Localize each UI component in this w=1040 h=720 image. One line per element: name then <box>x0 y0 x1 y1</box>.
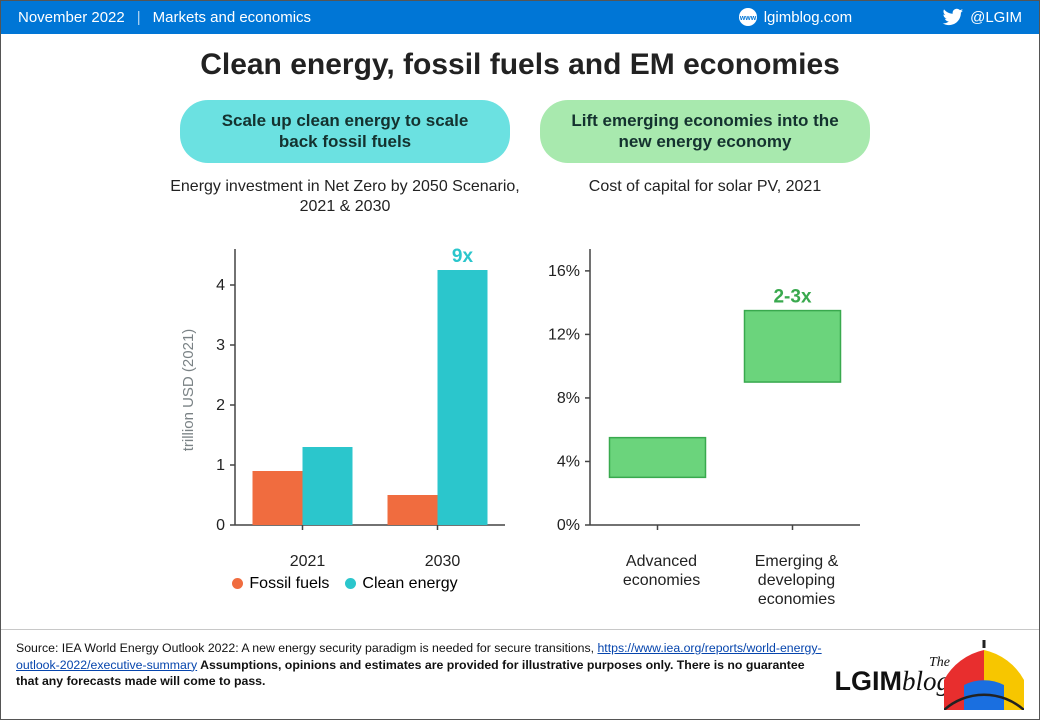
svg-text:0: 0 <box>216 517 225 534</box>
page-title: Clean energy, fossil fuels and EM econom… <box>20 48 1020 82</box>
svg-text:trillion USD (2021): trillion USD (2021) <box>180 328 197 451</box>
right-chart: 0% 4% 8% 12% 16% 2-3x <box>540 227 870 552</box>
header-date: November 2022 <box>18 9 125 26</box>
left-chart: 0 1 2 3 4 trillion USD (2021) 9x <box>170 227 520 552</box>
x-category-label: 2030 <box>375 552 510 571</box>
footer: Source: IEA World Energy Outlook 2022: A… <box>0 629 1040 720</box>
left-pill: Scale up clean energy to scale back foss… <box>180 100 510 163</box>
svg-text:9x: 9x <box>452 246 474 267</box>
panels-row: Scale up clean energy to scale back foss… <box>20 100 1020 609</box>
header-handle-text: @LGIM <box>970 9 1022 26</box>
svg-text:4%: 4% <box>557 453 580 470</box>
globe-icon: www <box>738 7 758 27</box>
header-category: Markets and economics <box>153 9 311 26</box>
footer-source-prefix: Source: IEA World Energy Outlook 2022: A… <box>16 641 597 655</box>
x-category-label: Advanced economies <box>594 552 729 610</box>
legend-label: Fossil fuels <box>249 575 329 593</box>
left-legend: Fossil fuels Clean energy <box>232 575 457 593</box>
svg-text:2: 2 <box>216 397 225 414</box>
svg-text:www: www <box>739 15 757 22</box>
right-xlabels: Advanced economiesEmerging & developing … <box>594 552 864 610</box>
right-pill: Lift emerging economies into the new ene… <box>540 100 870 163</box>
left-panel: Scale up clean energy to scale back foss… <box>170 100 520 609</box>
svg-text:4: 4 <box>216 277 225 294</box>
header-site-text: lgimblog.com <box>764 9 852 26</box>
svg-text:0%: 0% <box>557 517 580 534</box>
header-divider: | <box>137 9 141 26</box>
legend-label: Clean energy <box>362 575 457 593</box>
svg-text:16%: 16% <box>548 262 580 279</box>
left-xlabels: 20212030 <box>240 552 510 571</box>
legend-swatch <box>345 578 356 589</box>
main-content: Clean energy, fossil fuels and EM econom… <box>0 34 1040 609</box>
footer-text: Source: IEA World Energy Outlook 2022: A… <box>16 640 822 690</box>
twitter-icon <box>942 6 964 28</box>
header-twitter-link[interactable]: @LGIM <box>942 6 1022 28</box>
svg-text:1: 1 <box>216 457 225 474</box>
right-subtitle: Cost of capital for solar PV, 2021 <box>589 177 821 219</box>
svg-text:2-3x: 2-3x <box>773 286 811 307</box>
logo-text: The LGIMblog <box>834 657 950 694</box>
x-category-label: Emerging & developing economies <box>729 552 864 610</box>
header-site-link[interactable]: www lgimblog.com <box>738 7 852 27</box>
legend-item: Clean energy <box>345 575 457 593</box>
left-subtitle: Energy investment in Net Zero by 2050 Sc… <box>170 177 520 219</box>
logo-sub: blog <box>902 666 950 696</box>
svg-text:3: 3 <box>216 337 225 354</box>
header-bar: November 2022 | Markets and economics ww… <box>0 0 1040 34</box>
legend-item: Fossil fuels <box>232 575 329 593</box>
x-category-label: 2021 <box>240 552 375 571</box>
footer-logo: The LGIMblog <box>834 640 1024 710</box>
svg-text:12%: 12% <box>548 326 580 343</box>
logo-main: LGIM <box>834 666 902 696</box>
right-panel: Lift emerging economies into the new ene… <box>540 100 870 609</box>
legend-swatch <box>232 578 243 589</box>
svg-text:8%: 8% <box>557 389 580 406</box>
umbrella-icon <box>944 640 1024 710</box>
